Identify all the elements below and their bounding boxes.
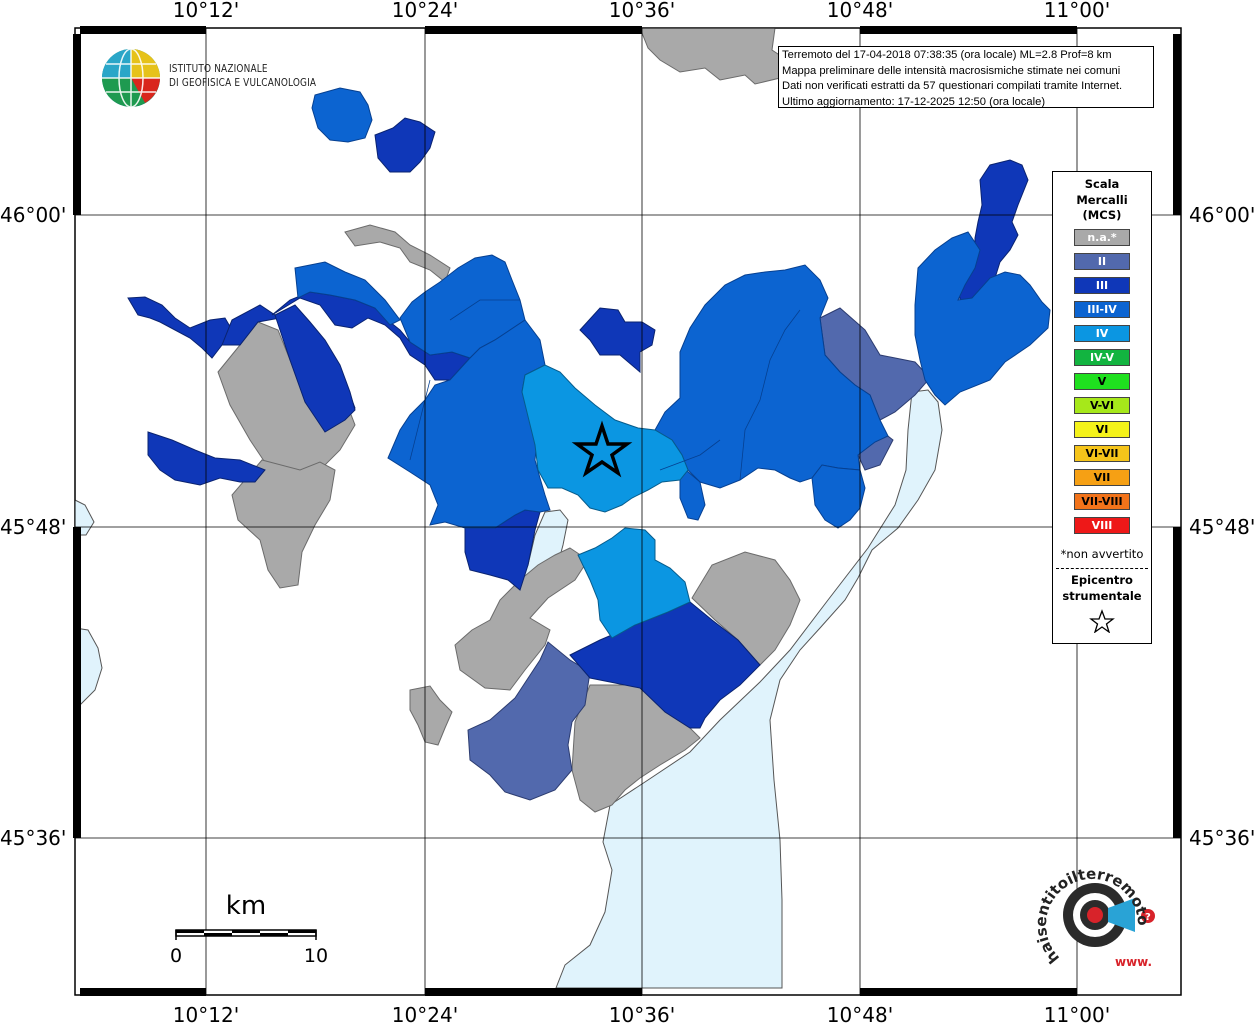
legend-item: II xyxy=(1074,253,1130,270)
legend-item: V-VI xyxy=(1074,397,1130,414)
star-icon xyxy=(1089,609,1115,633)
scale-unit: km xyxy=(226,891,266,921)
right-label: 45°36' xyxy=(1189,826,1255,850)
map-frame xyxy=(73,26,1182,996)
legend-title-line: Scala xyxy=(1084,177,1120,191)
ingv-line2: DI GEOFISICA E VULCANOLOGIA xyxy=(169,76,317,89)
graticule xyxy=(75,28,1181,995)
top-label: 10°24' xyxy=(392,0,458,22)
right-label: 45°48' xyxy=(1189,515,1255,539)
legend-item: VI-VII xyxy=(1074,445,1130,462)
bottom-label: 10°12' xyxy=(173,1003,239,1024)
legend-title-line: (MCS) xyxy=(1082,208,1122,222)
top-label: 10°36' xyxy=(609,0,675,22)
hst-www: www. xyxy=(1115,955,1152,969)
legend-item: III-IV xyxy=(1074,301,1130,318)
legend-epicenter-line: strumentale xyxy=(1062,589,1142,603)
legend-item: IV-V xyxy=(1074,349,1130,366)
scale-max: 10 xyxy=(304,945,328,967)
right-labels: 46°00' 45°48' 45°36' xyxy=(1189,203,1255,850)
legend-item: V xyxy=(1074,373,1130,390)
left-label: 45°36' xyxy=(0,826,66,850)
bottom-label: 10°24' xyxy=(392,1003,458,1024)
info-line: Terremoto del 17-04-2018 07:38:35 (ora l… xyxy=(782,49,1112,61)
hst-logo: ? haisentitoilterremoto.it www. xyxy=(1016,844,1170,978)
bottom-label: 10°48' xyxy=(827,1003,893,1024)
bottom-labels: 10°12' 10°24' 10°36' 10°48' 11°00' xyxy=(173,1003,1110,1024)
megaphone-icon xyxy=(1108,898,1135,932)
top-labels: 10°12' 10°24' 10°36' 10°48' 11°00' xyxy=(173,0,1110,22)
legend-title: Scala Mercalli (MCS) xyxy=(1053,177,1151,224)
legend-epicenter-line: Epicentro xyxy=(1071,573,1133,587)
legend: Scala Mercalli (MCS) n.a.* II III III-IV IV I… xyxy=(1052,171,1152,644)
legend-item: VII xyxy=(1074,469,1130,486)
info-line: Mappa preliminare delle intensità macros… xyxy=(782,64,1121,77)
globe-icon xyxy=(102,48,160,108)
legend-item: n.a.* xyxy=(1074,229,1130,246)
top-label: 11°00' xyxy=(1044,0,1110,22)
legend-item: VII-VIII xyxy=(1074,493,1130,510)
legend-item: VI xyxy=(1074,421,1130,438)
legend-item: IV xyxy=(1074,325,1130,342)
legend-title-line: Mercalli xyxy=(1076,192,1128,207)
info-line: Dati non verificati estratti da 57 quest… xyxy=(782,80,1123,93)
right-label: 46°00' xyxy=(1189,203,1255,227)
legend-note: *non avvertito xyxy=(1060,547,1144,561)
legend-item: III xyxy=(1074,277,1130,294)
bottom-label: 11°00' xyxy=(1044,1003,1110,1024)
left-label: 46°00' xyxy=(0,203,66,227)
bottom-label: 10°36' xyxy=(609,1003,675,1024)
lake-garda xyxy=(555,389,943,989)
left-labels: 46°00' 45°48' 45°36' xyxy=(0,203,66,850)
legend-item: VIII xyxy=(1074,517,1130,534)
legend-epicenter-label: Epicentro strumentale xyxy=(1053,572,1151,604)
scale-min: 0 xyxy=(170,945,182,967)
svg-text:?: ? xyxy=(1145,912,1151,923)
info-line: Ultimo aggiornamento: 17-12-2025 12:50 (… xyxy=(782,95,1046,108)
top-label: 10°12' xyxy=(173,0,239,22)
ingv-logo: ISTITUTO NAZIONALE DI GEOFISICA E VULCAN… xyxy=(100,47,316,109)
scale-bar: km 0 10 xyxy=(160,880,340,970)
epicenter-star[interactable] xyxy=(571,420,633,478)
legend-divider xyxy=(1056,568,1148,569)
top-label: 10°48' xyxy=(827,0,893,22)
info-box: Terremoto del 17-04-2018 07:38:35 (ora l… xyxy=(778,46,1154,108)
regions-iii-iv xyxy=(294,87,1051,529)
left-label: 45°48' xyxy=(0,515,66,539)
ingv-line1: ISTITUTO NAZIONALE xyxy=(169,63,268,75)
